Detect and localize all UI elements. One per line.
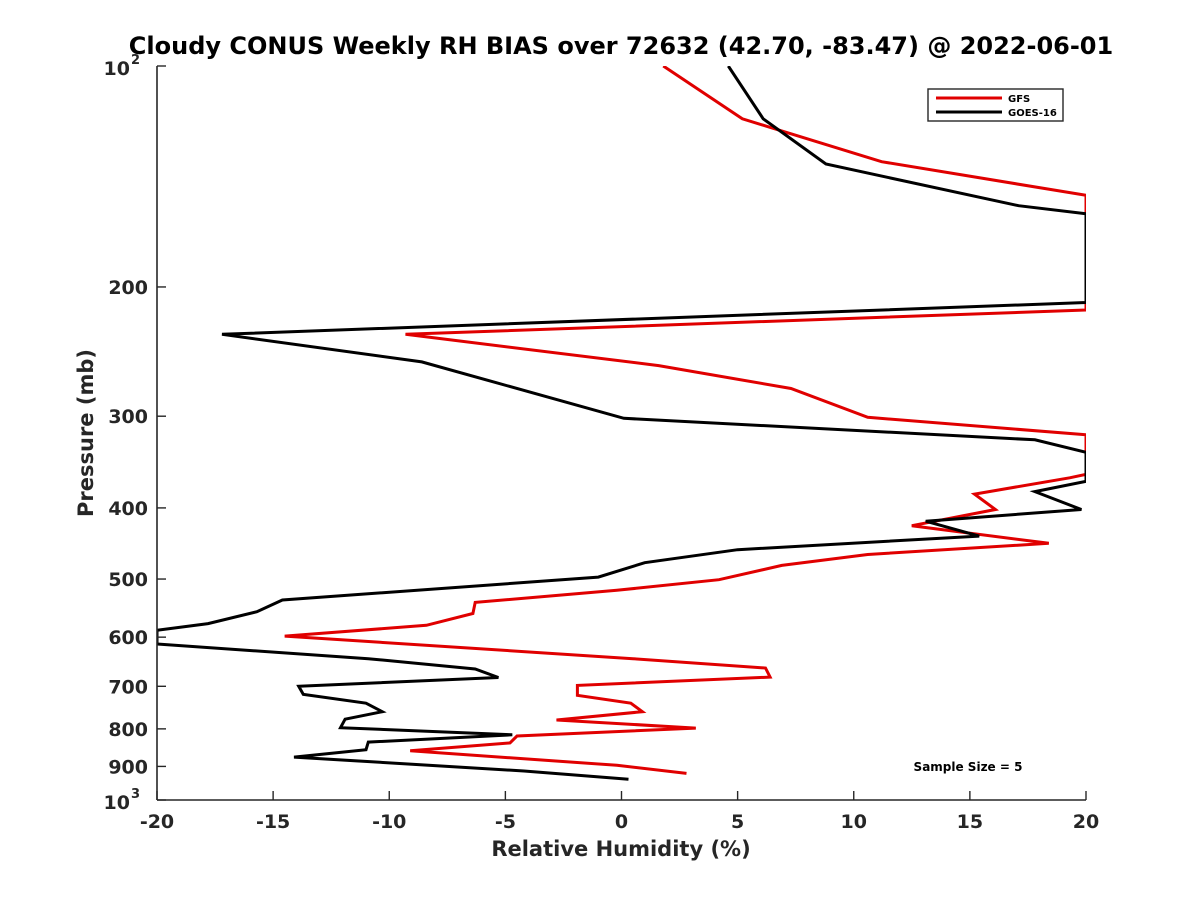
x-tick-label: -5 [495, 811, 516, 833]
series-line-goes-16 [157, 66, 1086, 781]
y-tick-label: 600 [108, 627, 148, 649]
y-tick-label: 300 [108, 406, 148, 428]
x-tick-label: 20 [1073, 811, 1099, 833]
x-tick-label: 15 [957, 811, 983, 833]
x-axis-ticks: -20 -15 -10 -5 0 5 10 15 20 [140, 791, 1099, 833]
x-tick-label: 0 [615, 811, 628, 833]
x-axis-label: Relative Humidity (%) [491, 837, 750, 861]
y-tick-label: 10 [104, 58, 130, 80]
series-lines [157, 66, 1086, 781]
x-tick-label: 10 [841, 811, 867, 833]
y-tick-label-exponent: 2 [131, 53, 140, 68]
sample-size-annotation: Sample Size = 5 [914, 760, 1023, 774]
series-line-gfs [284, 66, 1086, 775]
y-tick-label: 400 [108, 498, 148, 520]
y-tick-label-exponent: 3 [131, 787, 140, 802]
y-tick-label: 800 [108, 719, 148, 741]
x-tick-label: -15 [256, 811, 290, 833]
y-tick-label: 900 [108, 756, 148, 778]
legend-box [927, 88, 1064, 122]
x-tick-label: 5 [731, 811, 744, 833]
legend: GFS GOES-16 [927, 88, 1064, 122]
chart-title: Cloudy CONUS Weekly RH BIAS over 72632 (… [129, 32, 1113, 60]
y-tick-label: 700 [108, 676, 148, 698]
legend-label: GFS [1008, 94, 1030, 105]
y-axis-label: Pressure (mb) [74, 349, 98, 517]
y-tick-label: 10 [104, 792, 130, 814]
y-tick-label: 500 [108, 569, 148, 591]
x-tick-label: -20 [140, 811, 174, 833]
legend-label: GOES-16 [1008, 108, 1057, 119]
x-tick-label: -10 [372, 811, 406, 833]
y-tick-label: 200 [108, 277, 148, 299]
